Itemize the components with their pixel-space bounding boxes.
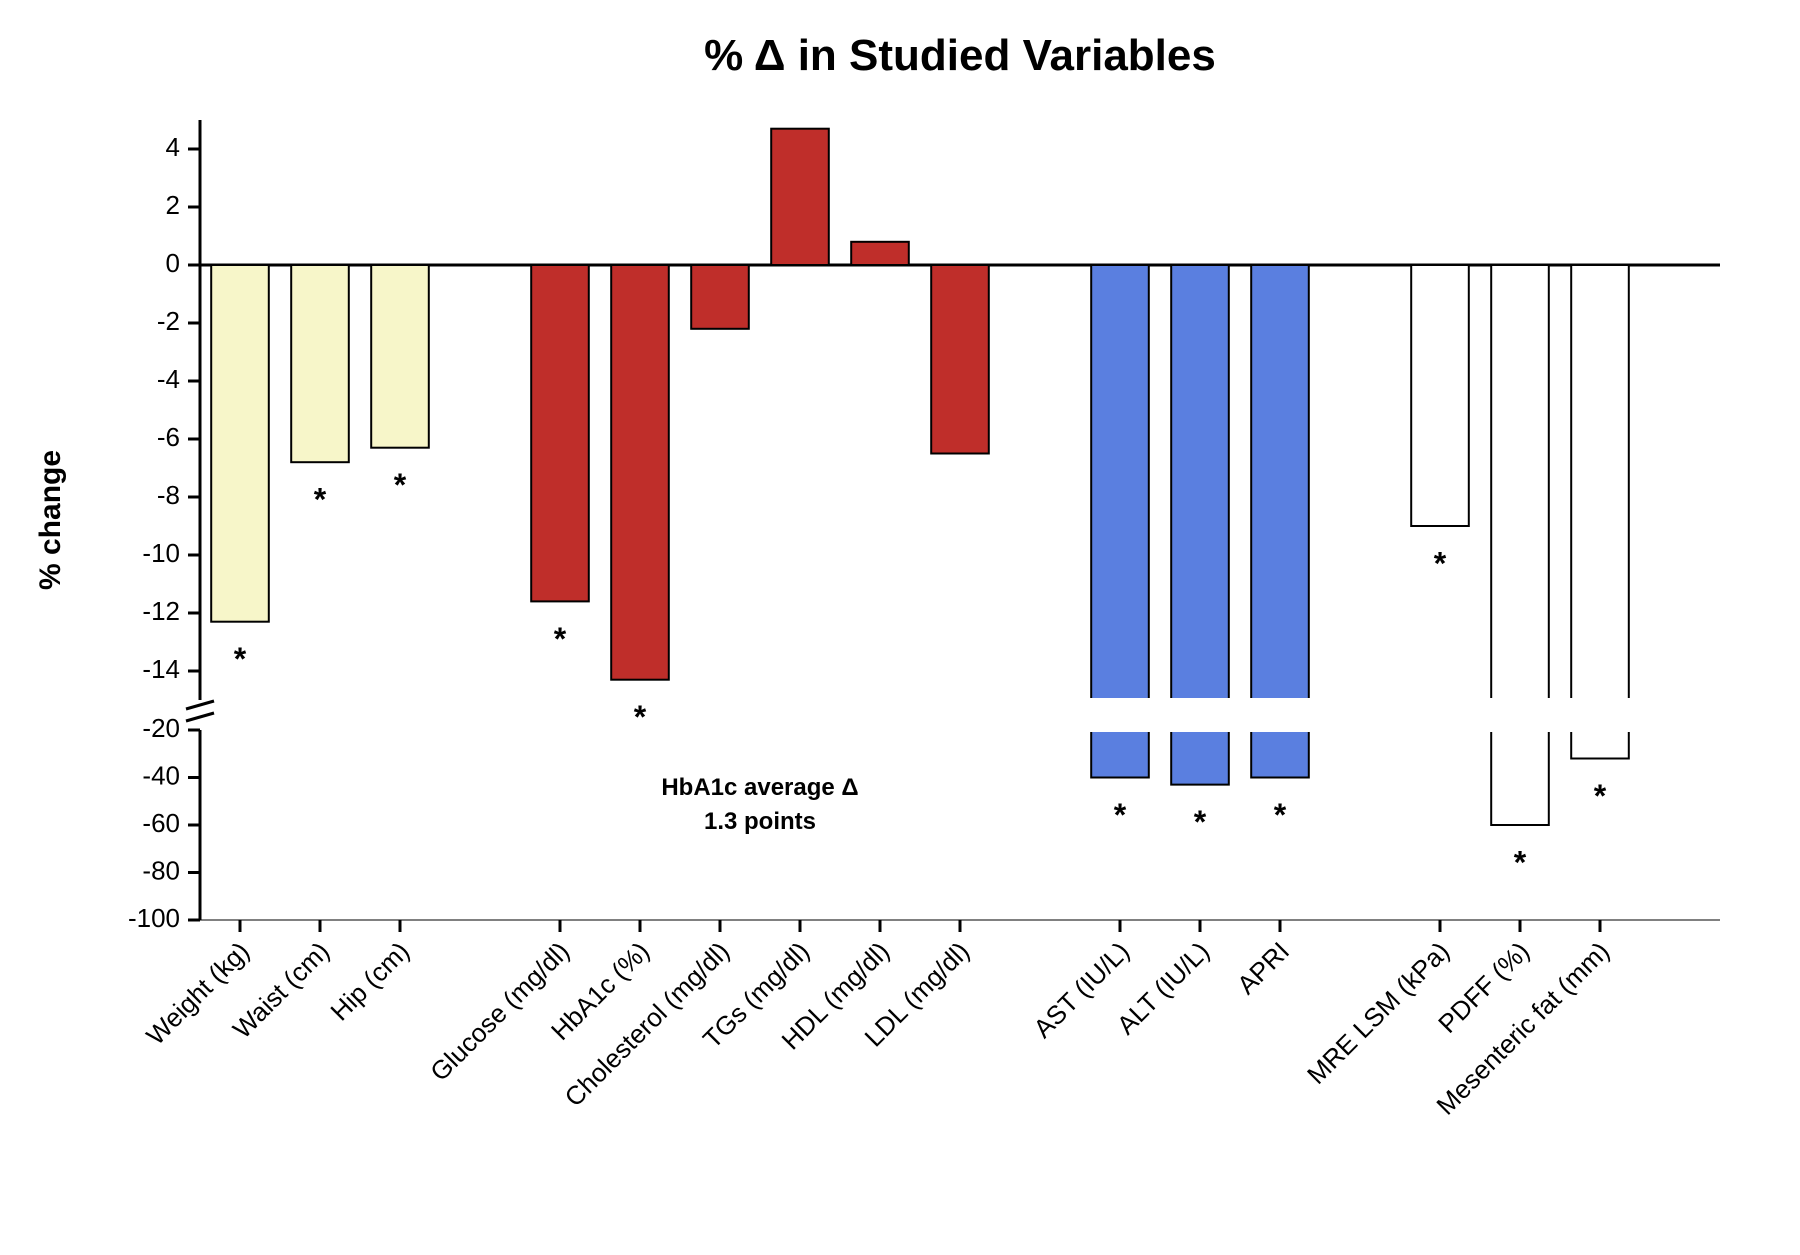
bar-break-gap — [1569, 698, 1631, 732]
y-tick-label: 4 — [166, 132, 180, 162]
significance-star: * — [314, 482, 327, 518]
y-tick-label: -6 — [157, 422, 180, 452]
bar — [611, 265, 669, 680]
significance-star: * — [1514, 844, 1527, 880]
bar — [1411, 265, 1469, 526]
bar-lower — [1171, 730, 1229, 785]
bar-lower — [1491, 730, 1549, 825]
y-tick-label: -10 — [142, 538, 180, 568]
y-tick-label: 2 — [166, 190, 180, 220]
bar — [371, 265, 429, 448]
significance-star: * — [554, 621, 567, 657]
significance-star: * — [394, 467, 407, 503]
bar-break-gap — [1489, 698, 1551, 732]
bar — [771, 129, 829, 265]
bar — [931, 265, 989, 454]
y-tick-label: -40 — [142, 760, 180, 790]
bar-lower — [1251, 730, 1309, 778]
bar — [211, 265, 269, 622]
significance-star: * — [234, 641, 247, 677]
y-axis-label: % change — [34, 450, 67, 590]
significance-star: * — [1194, 804, 1207, 840]
bar — [291, 265, 349, 462]
y-tick-label: -2 — [157, 306, 180, 336]
y-tick-label: -100 — [128, 903, 180, 933]
bar-upper — [1571, 265, 1629, 700]
bar-upper — [1091, 265, 1149, 700]
significance-star: * — [1274, 797, 1287, 833]
bar-break-gap — [1249, 698, 1311, 732]
bar-upper — [1491, 265, 1549, 700]
significance-star: * — [1434, 545, 1447, 581]
bar-upper — [1251, 265, 1309, 700]
significance-star: * — [1114, 797, 1127, 833]
bar — [531, 265, 589, 601]
bar-upper — [1171, 265, 1229, 700]
x-category-label: APRI — [1231, 936, 1295, 1000]
bar — [691, 265, 749, 329]
y-tick-label: -4 — [157, 364, 180, 394]
bar-break-gap — [1169, 698, 1231, 732]
x-category-label: Glucose (mg/dl) — [424, 936, 575, 1087]
bar — [851, 242, 909, 265]
y-tick-label: -80 — [142, 855, 180, 885]
y-tick-label: 0 — [166, 248, 180, 278]
x-category-label: MRE LSM (kPa) — [1301, 936, 1455, 1090]
y-tick-label: -8 — [157, 480, 180, 510]
y-tick-label: -60 — [142, 808, 180, 838]
significance-star: * — [1594, 778, 1607, 814]
bar-break-gap — [1089, 698, 1151, 732]
chart-title: % Δ in Studied Variables — [704, 31, 1216, 80]
chart-svg: % Δ in Studied Variables % change 4 2 0 -2 -4 -… — [0, 0, 1800, 1250]
bar-lower — [1571, 730, 1629, 759]
annotation-line-2: 1.3 points — [704, 808, 816, 835]
annotation-line-1: HbA1c average Δ — [661, 774, 858, 801]
axis-break-mark — [186, 701, 214, 709]
y-tick-label: -12 — [142, 596, 180, 626]
bar-lower — [1091, 730, 1149, 778]
x-category-label: Hip (cm) — [324, 936, 415, 1027]
axis-break-mark — [186, 713, 214, 721]
y-tick-label: -20 — [142, 713, 180, 743]
y-tick-label: -14 — [142, 654, 180, 684]
significance-star: * — [634, 699, 647, 735]
